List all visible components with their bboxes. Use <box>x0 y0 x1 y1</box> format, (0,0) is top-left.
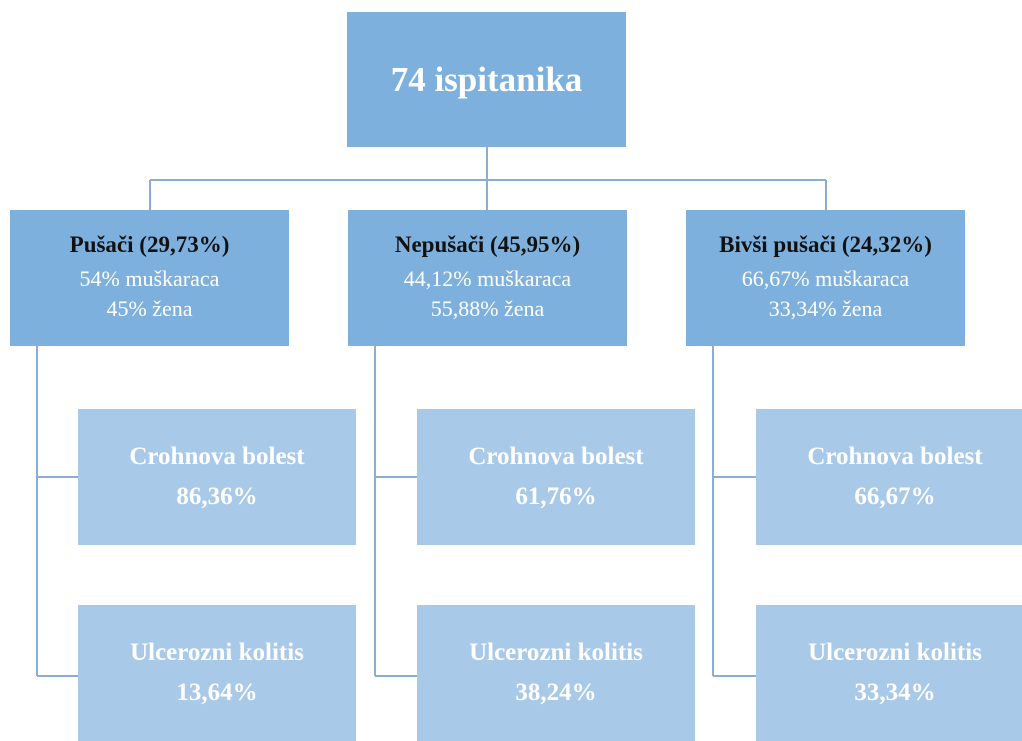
root-label: 74 ispitanika <box>390 59 583 99</box>
child-node: Ulcerozni kolitis 13,64% <box>78 605 356 741</box>
child-name: Ulcerozni kolitis <box>130 639 304 666</box>
group-title: Nepušači (45,95%) <box>394 232 581 257</box>
group-line: 33,34% žena <box>768 296 883 321</box>
group-line: 44,12% muškaraca <box>403 266 572 291</box>
group-line: 55,88% žena <box>430 296 545 321</box>
child-value: 38,24% <box>515 679 597 706</box>
group-node: Pušači (29,73%) 54% muškaraca 45% žena <box>10 210 289 346</box>
child-value: 13,64% <box>176 679 258 706</box>
child-value: 61,76% <box>515 483 597 510</box>
group-connector <box>374 346 417 677</box>
group-connector <box>36 346 78 677</box>
child-name: Crohnova bolest <box>129 443 305 470</box>
child-name: Crohnova bolest <box>807 443 983 470</box>
child-node: Ulcerozni kolitis 33,34% <box>756 605 1022 741</box>
child-name: Crohnova bolest <box>468 443 644 470</box>
child-name: Ulcerozni kolitis <box>808 639 982 666</box>
child-value: 86,36% <box>176 483 258 510</box>
root-connector <box>149 147 827 210</box>
group-line: 45% žena <box>106 296 193 321</box>
child-value: 66,67% <box>854 483 936 510</box>
child-value: 33,34% <box>854 679 936 706</box>
group-node: Bivši pušači (24,32%) 66,67% muškaraca 33,… <box>686 210 965 346</box>
group-node: Nepušači (45,95%) 44,12% muškaraca 55,88% … <box>348 210 627 346</box>
child-node: Crohnova bolest 66,67% <box>756 409 1022 545</box>
root-node: 74 ispitanika <box>347 12 626 147</box>
group-title: Pušači (29,73%) <box>69 232 230 257</box>
child-node: Crohnova bolest 86,36% <box>78 409 356 545</box>
child-name: Ulcerozni kolitis <box>469 639 643 666</box>
group-title: Bivši pušači (24,32%) <box>719 232 932 257</box>
child-node: Ulcerozni kolitis 38,24% <box>417 605 695 741</box>
group-line: 54% muškaraca <box>79 266 220 291</box>
group-line: 66,67% muškaraca <box>741 266 910 291</box>
group-connector <box>712 346 756 677</box>
child-node: Crohnova bolest 61,76% <box>417 409 695 545</box>
